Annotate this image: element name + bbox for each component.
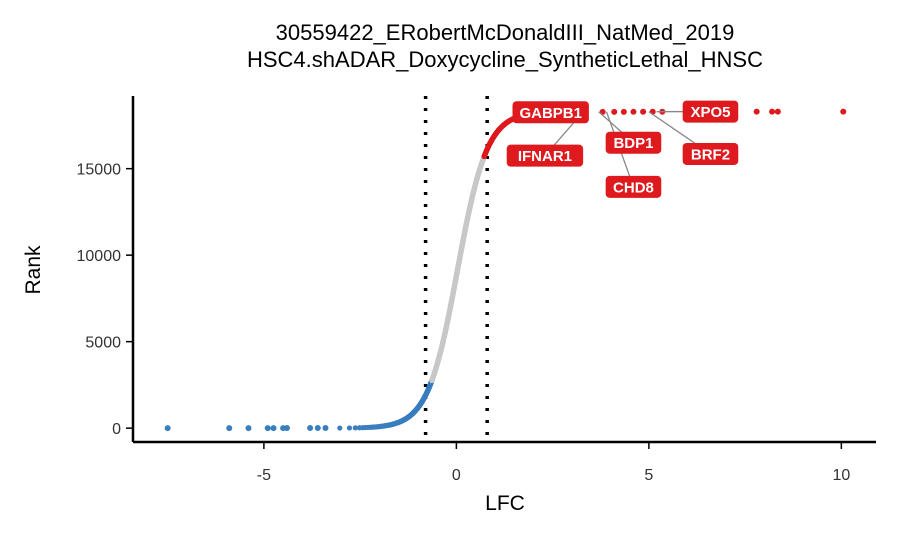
gene-point — [840, 108, 847, 115]
gene-point — [307, 425, 314, 432]
threshold-lines — [423, 96, 489, 442]
y-axis-title: Rank — [22, 245, 45, 295]
gene-label-text: XPO5 — [690, 104, 730, 121]
gene-label: GABPB1 — [512, 101, 589, 124]
y-axis-ticks: 0 5000 10000 15000 — [77, 162, 133, 438]
x-tick-label: 10 — [832, 467, 850, 484]
gene-point — [245, 425, 252, 432]
y-tick-label: 0 — [112, 421, 121, 438]
x-axis-ticks: -5 0 5 10 — [257, 442, 850, 484]
gene-point — [630, 108, 637, 115]
gene-label-text: BRF2 — [691, 146, 730, 163]
gene-point — [753, 108, 760, 115]
gene-point — [769, 108, 776, 115]
gene-label-box — [682, 100, 739, 123]
gene-label-box — [512, 101, 589, 124]
gene-label: XPO5 — [682, 100, 739, 123]
gene-points — [164, 108, 847, 432]
gene-label-text: GABPB1 — [519, 105, 582, 122]
gene-point — [352, 425, 358, 431]
chart-subtitle: HSC4.shADAR_Doxycycline_SyntheticLethal_… — [247, 47, 763, 72]
y-tick-label: 15000 — [77, 162, 122, 179]
gene-label-box — [506, 144, 584, 167]
gene-point — [264, 425, 271, 432]
gene-point — [314, 424, 321, 431]
gene-label-box — [605, 131, 662, 154]
gene-point — [226, 425, 233, 432]
gene-point — [322, 424, 329, 431]
gene-point — [611, 108, 618, 115]
gene-label: BRF2 — [682, 142, 739, 165]
gene-point — [164, 425, 171, 432]
x-axis-title: LFC — [485, 492, 525, 515]
gene-label-box — [605, 175, 662, 198]
gene-point — [270, 425, 277, 432]
gene-point — [283, 425, 290, 432]
gene-label-text: BDP1 — [613, 135, 653, 152]
gene-point — [774, 108, 781, 115]
y-tick-label: 10000 — [77, 248, 122, 265]
gene-point — [640, 108, 647, 115]
x-tick-label: 5 — [644, 467, 653, 484]
chart-title: 30559422_ERobertMcDonaldIII_NatMed_2019 — [276, 20, 735, 45]
gene-label: IFNAR1 — [506, 144, 584, 167]
gene-label: CHD8 — [605, 175, 662, 198]
gene-label-text: IFNAR1 — [518, 148, 572, 165]
x-tick-label: 0 — [452, 467, 461, 484]
y-tick-label: 5000 — [85, 335, 121, 352]
gene-label: BDP1 — [605, 131, 662, 154]
gene-point — [346, 425, 353, 431]
gene-point — [620, 108, 627, 115]
gene-label-box — [682, 142, 739, 165]
gene-point — [337, 425, 343, 431]
x-tick-label: -5 — [257, 467, 271, 484]
gene-label-text: CHD8 — [613, 179, 654, 196]
gene-labels: GABPB1 IFNAR1 BDP1 CHD8 XPO5 BRF2 — [506, 100, 739, 198]
plot-area: GABPB1 IFNAR1 BDP1 CHD8 XPO5 BRF2 — [164, 96, 847, 442]
